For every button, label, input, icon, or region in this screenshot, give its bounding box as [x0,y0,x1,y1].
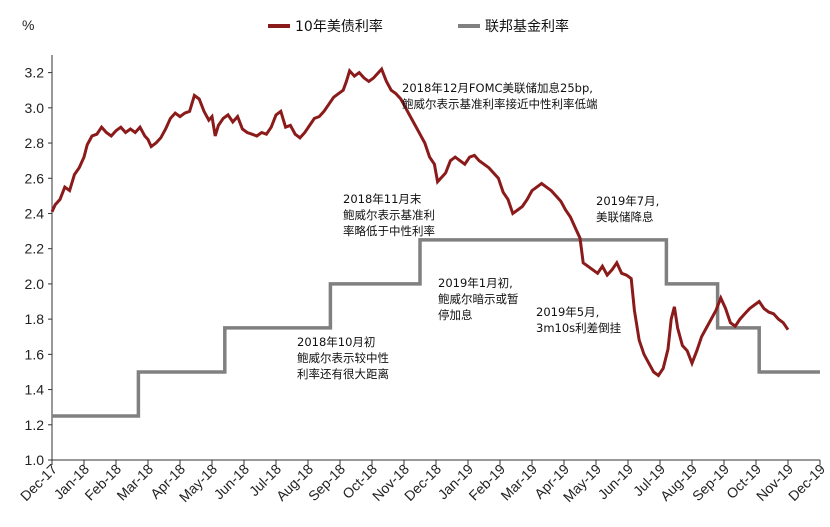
y-tick-label: 1.2 [25,417,45,433]
series-line-0 [50,66,790,378]
y-tick-label: 1.6 [25,346,45,362]
annotation-line: 鲍威尔表示基准利率接近中性利率低端 [402,97,598,111]
annotation-line: 3m10s利差倒挂 [536,321,622,335]
x-tick-label: Jun-18 [211,461,253,503]
annotations: 2018年12月FOMC美联储加息25bp, 鲍威尔表示基准利率接近中性利率低端 2… [297,81,659,381]
y-tick-label: 1.8 [25,311,45,327]
y-tick-label: 1.4 [25,382,45,398]
x-tick-label: Dec-19 [785,461,828,504]
annotation-line: 美联储降息 [596,210,654,224]
annotation-line: 停加息 [438,308,473,322]
x-axis-ticks: Dec-17Jan-18Feb-18Mar-18Apr-18May-18Jun-… [17,461,828,505]
legend-label: 联邦基金利率 [485,18,569,35]
annotation-line: 利率还有很大距离 [297,367,389,381]
legend: 10年美债利率 联邦基金利率 [268,18,569,35]
x-tick-label: Mar-19 [497,461,540,504]
y-tick-label: 2.8 [25,135,45,151]
annotation-line: 2018年12月FOMC美联储加息25bp, [402,81,593,95]
annotation-line: 2019年7月, [596,194,659,208]
annotation-line: 2019年1月初, [438,276,513,290]
y-tick-label: 2.0 [25,276,45,292]
x-tick-label: Sep-19 [689,461,732,504]
annotation-line: 2018年10月初 [297,335,375,349]
y-tick-label: 3.2 [25,65,45,81]
y-axis-ticks: 1.0 1.2 1.4 1.6 1.8 2.0 2.2 2.4 2.6 2.8 3.0 3.2 [25,65,45,468]
series-layer [50,66,820,418]
x-tick-label: Mar-18 [113,461,156,504]
y-tick-label: 3.0 [25,100,45,116]
y-axis-label: % [22,17,34,33]
annotation-line: 鲍威尔表示较中性 [297,351,389,365]
legend-label: 10年美债利率 [295,18,383,35]
series-line-1 [52,238,820,418]
annotation-line: 鲍威尔表示基准利 [343,208,435,222]
y-tick-label: 2.6 [25,170,45,186]
annotation-line: 2018年11月末 [343,192,422,206]
x-tick-label: Dec-18 [401,461,444,504]
annotation-line: 2019年5月, [536,305,599,319]
axes [48,55,821,465]
y-tick-label: 1.0 [25,452,45,468]
annotation-line: 鲍威尔暗示或暂 [438,292,519,306]
annotation-line: 率略低于中性利率 [343,224,435,238]
y-tick-label: 2.4 [25,205,45,221]
x-tick-label: Sep-18 [305,461,348,504]
y-tick-label: 2.2 [25,241,45,257]
x-tick-label: Jun-19 [595,461,637,503]
